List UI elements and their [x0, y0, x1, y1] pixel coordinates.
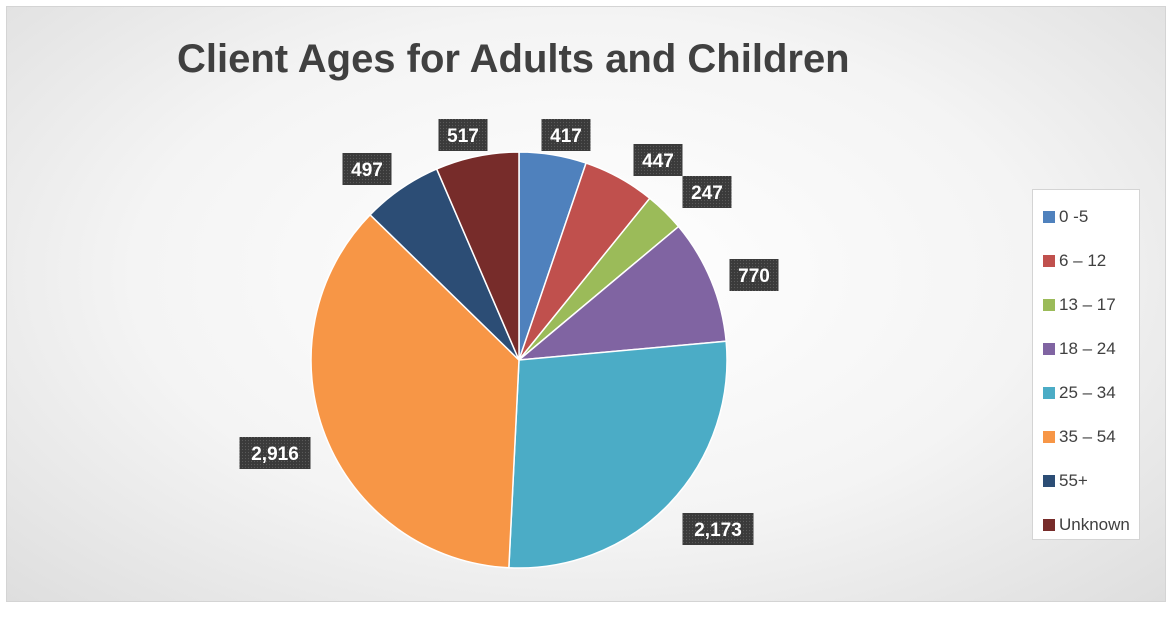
- pie-chart: 417 447 247 770 2,173 2,916 497 517: [239, 119, 779, 569]
- data-label-box-25-34: [682, 513, 754, 545]
- legend-item-55: 55+: [1043, 459, 1139, 503]
- legend-label: 6 – 12: [1059, 251, 1107, 270]
- pie-slice-25-34: [508, 340, 728, 569]
- data-label-box-55: [342, 153, 392, 185]
- pie-slice-18-24: [516, 225, 727, 361]
- chart-title: Client Ages for Adults and Children: [177, 37, 850, 81]
- legend-label: 0 -5: [1059, 207, 1089, 226]
- legend-swatch: [1043, 299, 1055, 311]
- data-label-18-24: 770: [738, 266, 770, 287]
- data-label-6-12: 447: [642, 151, 674, 172]
- legend-item-35-54: 35 – 54: [1043, 415, 1139, 459]
- legend-item-25-34: 25 – 34: [1043, 371, 1139, 415]
- legend-swatch: [1043, 431, 1055, 443]
- legend-label: 35 – 54: [1059, 427, 1116, 446]
- data-label-box-unknown: [438, 119, 488, 151]
- data-label-box-6-12: [633, 144, 683, 176]
- legend-swatch: [1043, 519, 1055, 531]
- legend-swatch: [1043, 211, 1055, 223]
- legend-item-13-17: 13 – 17: [1043, 283, 1139, 327]
- legend-swatch: [1043, 343, 1055, 355]
- legend-label: 25 – 34: [1059, 383, 1116, 402]
- legend-swatch: [1043, 387, 1055, 399]
- pie-slice-unknown: [435, 151, 520, 361]
- legend-label: 18 – 24: [1059, 339, 1116, 358]
- data-label-0-5: 417: [550, 126, 582, 147]
- legend-item-unknown: Unknown: [1043, 503, 1139, 547]
- legend-label: Unknown: [1059, 515, 1130, 534]
- pie-slice-35-54: [310, 213, 520, 569]
- data-label-unknown: 517: [447, 126, 479, 147]
- chart-legend: 0 -5 6 – 12 13 – 17 18 – 24 25 – 34 35 – 54 55…: [1032, 189, 1140, 540]
- legend-label: 13 – 17: [1059, 295, 1116, 314]
- data-label-55: 497: [351, 160, 383, 181]
- data-label-35-54: 2,916: [251, 444, 299, 465]
- data-label-25-34: 2,173: [694, 520, 742, 541]
- legend-swatch: [1043, 255, 1055, 267]
- legend-item-6-12: 6 – 12: [1043, 239, 1139, 283]
- data-label-box-0-5: [541, 119, 591, 151]
- data-label-box-35-54: [239, 437, 311, 469]
- data-label-13-17: 247: [691, 183, 723, 204]
- legend-item-0-5: 0 -5: [1043, 195, 1139, 239]
- legend-swatch: [1043, 475, 1055, 487]
- chart-area: Client Ages for Adults and Children 417 4…: [6, 6, 1166, 602]
- data-label-box-18-24: [729, 259, 779, 291]
- legend-item-18-24: 18 – 24: [1043, 327, 1139, 371]
- legend-label: 55+: [1059, 471, 1088, 490]
- data-label-box-13-17: [682, 176, 732, 208]
